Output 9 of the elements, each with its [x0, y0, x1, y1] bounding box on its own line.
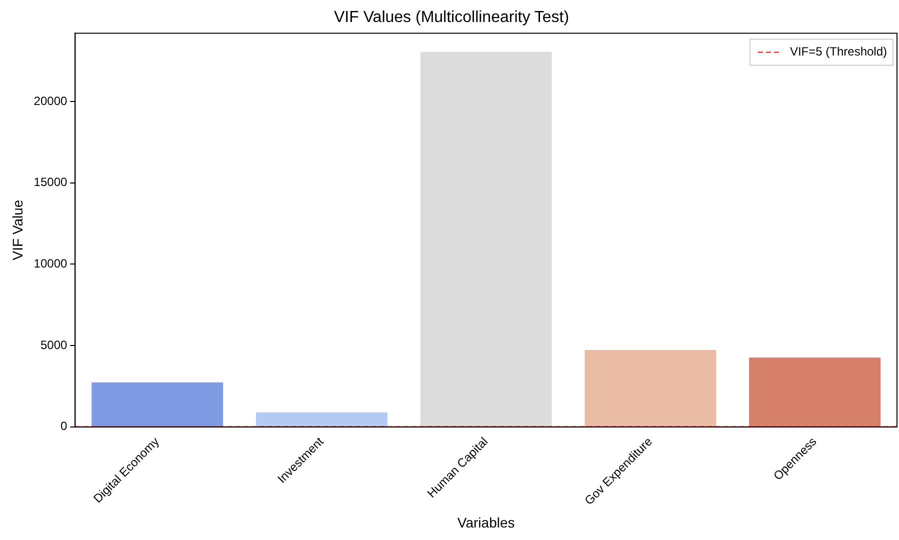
y-tick-label: 10000: [34, 256, 68, 270]
y-tick-label: 0: [60, 419, 68, 434]
y-tick-label: 5000: [40, 338, 68, 352]
chart-title: VIF Values (Multicollinearity Test): [334, 9, 570, 26]
x-axis-title: Variables: [457, 514, 515, 530]
y-tick-label: 20000: [34, 94, 68, 108]
legend-label: VIF=5 (Threshold): [790, 44, 888, 59]
y-tick-label: 15000: [34, 175, 68, 190]
y-axis-title: VIF Value: [9, 200, 26, 260]
